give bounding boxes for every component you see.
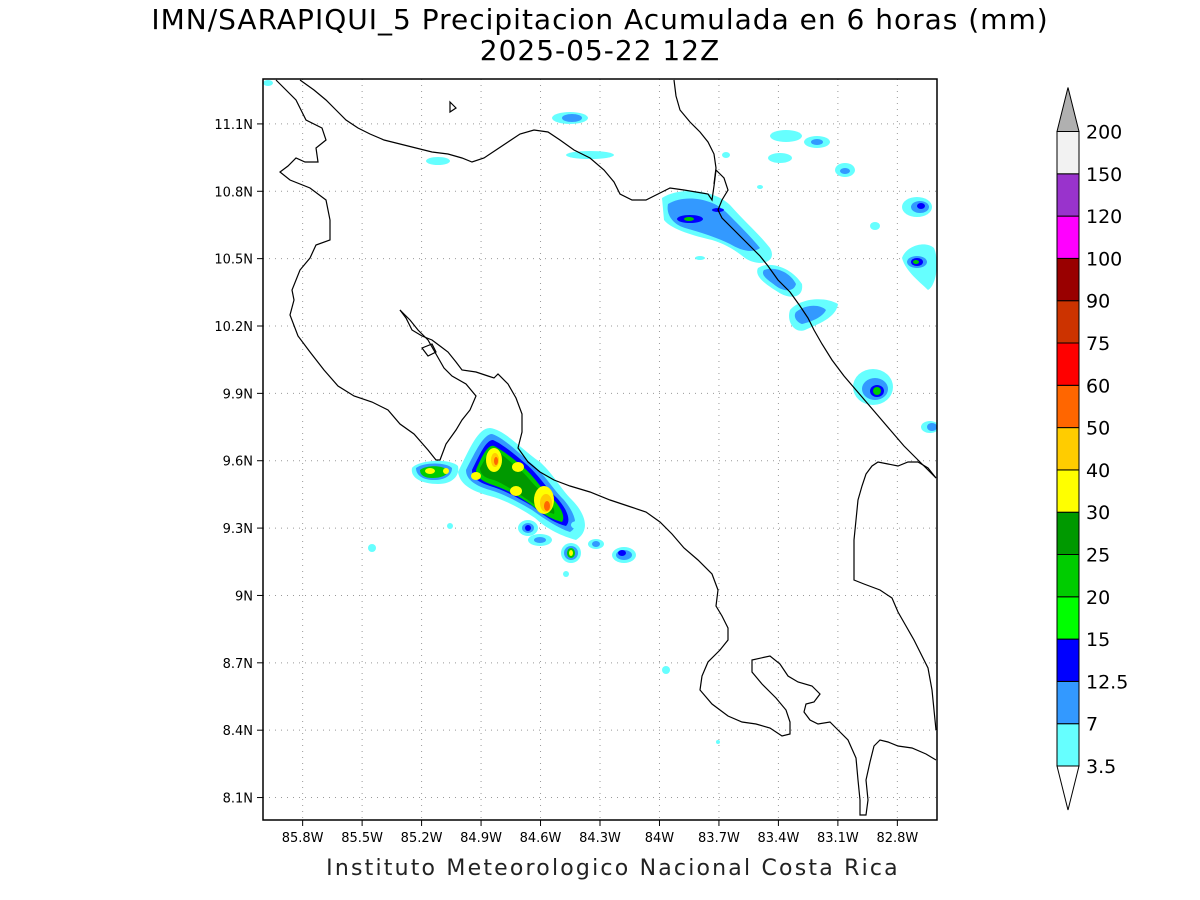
colorbar-swatch	[1056, 342, 1080, 386]
colorbar-level-label: 20	[1086, 587, 1110, 609]
colorbar-level-label: 3.5	[1086, 756, 1116, 778]
lat-tick-label: 9.3N	[223, 522, 253, 537]
colorbar-level-label: 7	[1086, 714, 1098, 736]
lat-tick-label: 9.6N	[223, 455, 253, 470]
lon-tick-label: 83.7W	[698, 831, 740, 846]
colorbar-min-arrow	[1056, 765, 1080, 811]
colorbar-swatch	[1056, 596, 1080, 640]
footer-credit: Instituto Meteorologico Nacional Costa R…	[326, 856, 900, 881]
lon-tick-label: 84.6W	[520, 831, 562, 846]
lat-tick-label: 10.8N	[214, 185, 253, 200]
colorbar-level-label: 120	[1086, 206, 1122, 228]
rain-cell-offshore-east	[853, 197, 937, 433]
coastline	[275, 79, 937, 816]
map-subtitle: 2025-05-22 12Z	[479, 34, 721, 67]
colorbar-max-arrow	[1056, 87, 1080, 132]
colorbar-level-label: 15	[1086, 629, 1110, 651]
colorbar-swatch	[1056, 469, 1080, 513]
colorbar-swatch	[1056, 257, 1080, 302]
lon-tick-label: 82.8W	[876, 831, 918, 846]
colorbar-swatch	[1056, 215, 1080, 259]
lat-tick-label: 11.1N	[214, 118, 253, 133]
lon-tick-label: 85.8W	[282, 831, 324, 846]
lat-tick-label: 9.9N	[223, 387, 253, 402]
lon-tick-label: 85.5W	[341, 831, 383, 846]
colorbar-level-label: 75	[1086, 333, 1110, 355]
colorbar-swatch	[1056, 173, 1080, 217]
colorbar-level-label: 25	[1086, 545, 1110, 567]
colorbar-swatch	[1056, 131, 1080, 175]
colorbar-swatch	[1056, 427, 1080, 471]
colorbar-level-label: 40	[1086, 460, 1110, 482]
precipitation-fields	[263, 80, 937, 744]
colorbar-swatch	[1056, 723, 1080, 767]
lon-tick-label: 83.1W	[817, 831, 859, 846]
colorbar-swatch	[1056, 300, 1080, 344]
colorbar-swatch	[1056, 638, 1080, 682]
colorbar-level-label: 30	[1086, 502, 1110, 524]
lon-tick-label: 85.2W	[401, 831, 443, 846]
lon-tick-label: 84W	[645, 831, 675, 846]
colorbar-level-label: 60	[1086, 375, 1110, 397]
lat-tick-label: 9N	[235, 589, 253, 604]
colorbar-level-label: 100	[1086, 248, 1122, 270]
colorbar-swatch	[1056, 384, 1080, 429]
colorbar-level-label: 90	[1086, 291, 1110, 313]
colorbar-level-label: 12.5	[1086, 671, 1128, 693]
lon-tick-label: 83.4W	[758, 831, 800, 846]
rain-cell-nicoya	[263, 80, 720, 744]
lat-tick-label: 8.1N	[223, 792, 253, 807]
colorbar-swatch	[1056, 554, 1080, 598]
colorbar-level-label: 200	[1086, 122, 1122, 144]
lon-tick-label: 84.9W	[460, 831, 502, 846]
lat-tick-label: 8.4N	[223, 724, 253, 739]
colorbar-level-label: 50	[1086, 418, 1110, 440]
map-title: IMN/SARAPIQUI_5 Precipitacion Acumulada …	[151, 3, 1049, 36]
colorbar-swatch	[1056, 680, 1080, 725]
lat-tick-label: 10.5N	[214, 253, 253, 268]
map-gridlines	[263, 79, 937, 820]
axis-ticks: 85.8W 85.5W 85.2W 84.9W 84.6W 84.3W 84W 83.7W 83…	[214, 118, 918, 846]
rain-cell-caribbean-band	[426, 112, 855, 331]
colorbar-swatch	[1056, 511, 1080, 556]
lon-tick-label: 84.3W	[579, 831, 621, 846]
colorbar-level-label: 150	[1086, 164, 1122, 186]
lat-tick-label: 10.2N	[214, 320, 253, 335]
lat-tick-label: 8.7N	[223, 657, 253, 672]
